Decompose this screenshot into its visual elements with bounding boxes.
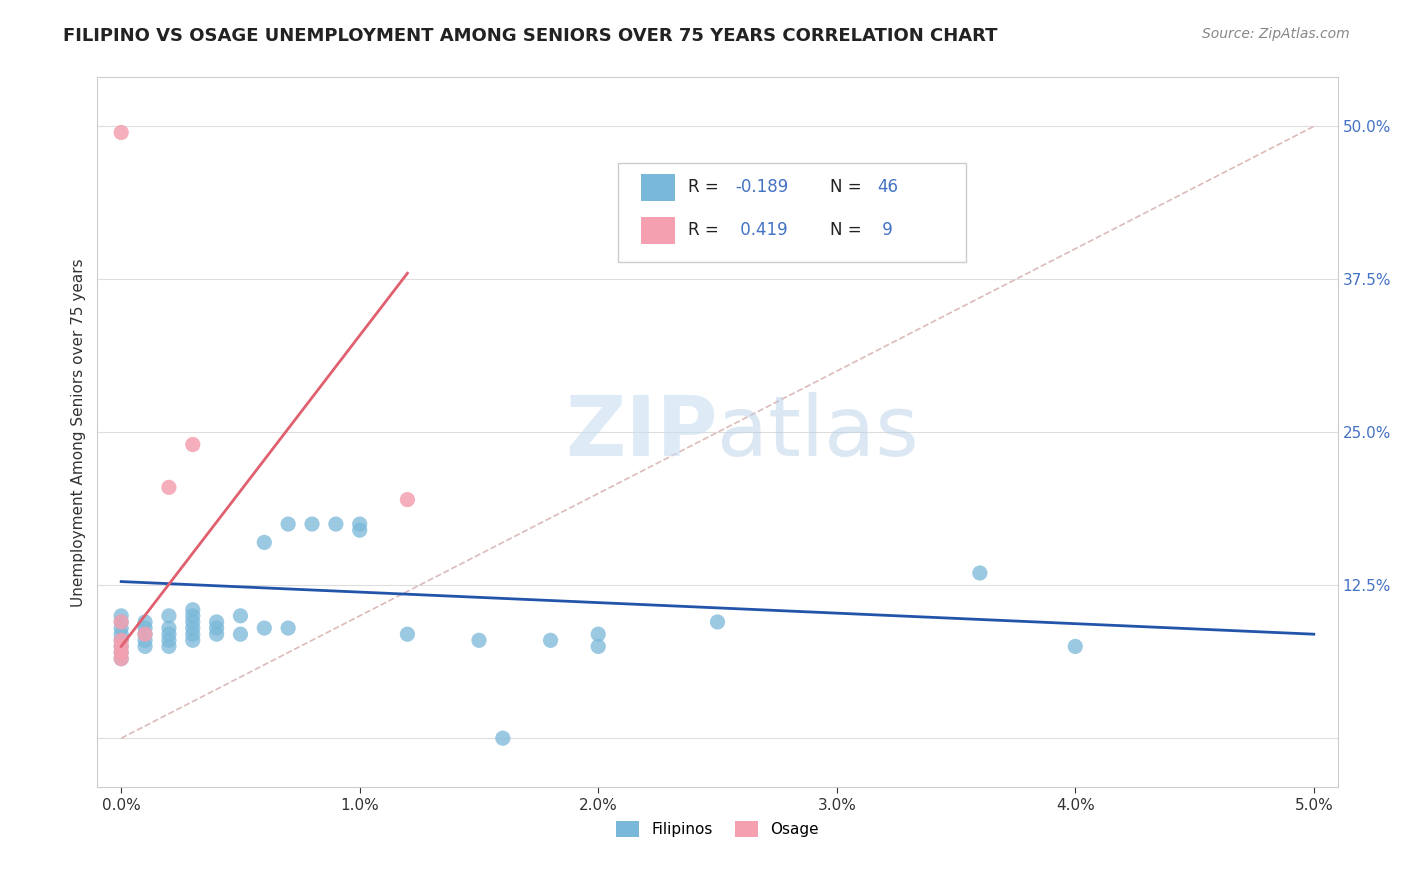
- Point: [110, 615, 132, 629]
- Bar: [641, 217, 675, 244]
- Point: [181, 437, 204, 451]
- Point: [325, 517, 347, 532]
- Point: [110, 640, 132, 654]
- Point: [969, 566, 991, 580]
- Point: [181, 633, 204, 648]
- Point: [349, 523, 371, 537]
- Point: [134, 633, 156, 648]
- Text: N =: N =: [831, 221, 868, 239]
- Point: [110, 615, 132, 629]
- Point: [181, 627, 204, 641]
- Text: 46: 46: [877, 178, 898, 196]
- Text: ZIP: ZIP: [565, 392, 717, 473]
- Point: [229, 627, 252, 641]
- Point: [110, 640, 132, 654]
- Point: [134, 615, 156, 629]
- Point: [540, 633, 562, 648]
- Point: [586, 627, 609, 641]
- Point: [157, 633, 180, 648]
- Point: [301, 517, 323, 532]
- Point: [205, 615, 228, 629]
- Text: R =: R =: [688, 221, 724, 239]
- Point: [181, 603, 204, 617]
- Point: [110, 651, 132, 665]
- Point: [110, 646, 132, 660]
- Point: [492, 731, 515, 746]
- Point: [586, 640, 609, 654]
- Text: Source: ZipAtlas.com: Source: ZipAtlas.com: [1202, 27, 1350, 41]
- Point: [396, 492, 419, 507]
- Text: FILIPINO VS OSAGE UNEMPLOYMENT AMONG SENIORS OVER 75 YEARS CORRELATION CHART: FILIPINO VS OSAGE UNEMPLOYMENT AMONG SEN…: [63, 27, 998, 45]
- Point: [134, 627, 156, 641]
- Point: [181, 608, 204, 623]
- Point: [110, 608, 132, 623]
- Point: [1064, 640, 1087, 654]
- Point: [157, 480, 180, 494]
- Point: [134, 621, 156, 635]
- Text: N =: N =: [831, 178, 868, 196]
- Point: [157, 640, 180, 654]
- Bar: [619, 162, 966, 262]
- Point: [277, 621, 299, 635]
- Point: [110, 646, 132, 660]
- Point: [205, 621, 228, 635]
- Point: [706, 615, 728, 629]
- Text: R =: R =: [688, 178, 724, 196]
- Point: [110, 633, 132, 648]
- Point: [110, 126, 132, 140]
- Point: [229, 608, 252, 623]
- Text: -0.189: -0.189: [735, 178, 789, 196]
- Point: [205, 627, 228, 641]
- Point: [134, 640, 156, 654]
- Point: [157, 621, 180, 635]
- Point: [110, 633, 132, 648]
- Point: [277, 517, 299, 532]
- Point: [157, 608, 180, 623]
- Point: [110, 621, 132, 635]
- Point: [181, 615, 204, 629]
- Legend: Filipinos, Osage: Filipinos, Osage: [610, 815, 825, 843]
- Point: [157, 627, 180, 641]
- Point: [349, 517, 371, 532]
- Point: [181, 621, 204, 635]
- Point: [396, 627, 419, 641]
- Point: [253, 535, 276, 549]
- Point: [253, 621, 276, 635]
- Text: 9: 9: [877, 221, 893, 239]
- Text: 0.419: 0.419: [735, 221, 787, 239]
- Point: [468, 633, 491, 648]
- Point: [134, 627, 156, 641]
- Point: [110, 651, 132, 665]
- Point: [110, 627, 132, 641]
- Y-axis label: Unemployment Among Seniors over 75 years: Unemployment Among Seniors over 75 years: [72, 258, 86, 607]
- Text: atlas: atlas: [717, 392, 920, 473]
- Bar: [641, 174, 675, 201]
